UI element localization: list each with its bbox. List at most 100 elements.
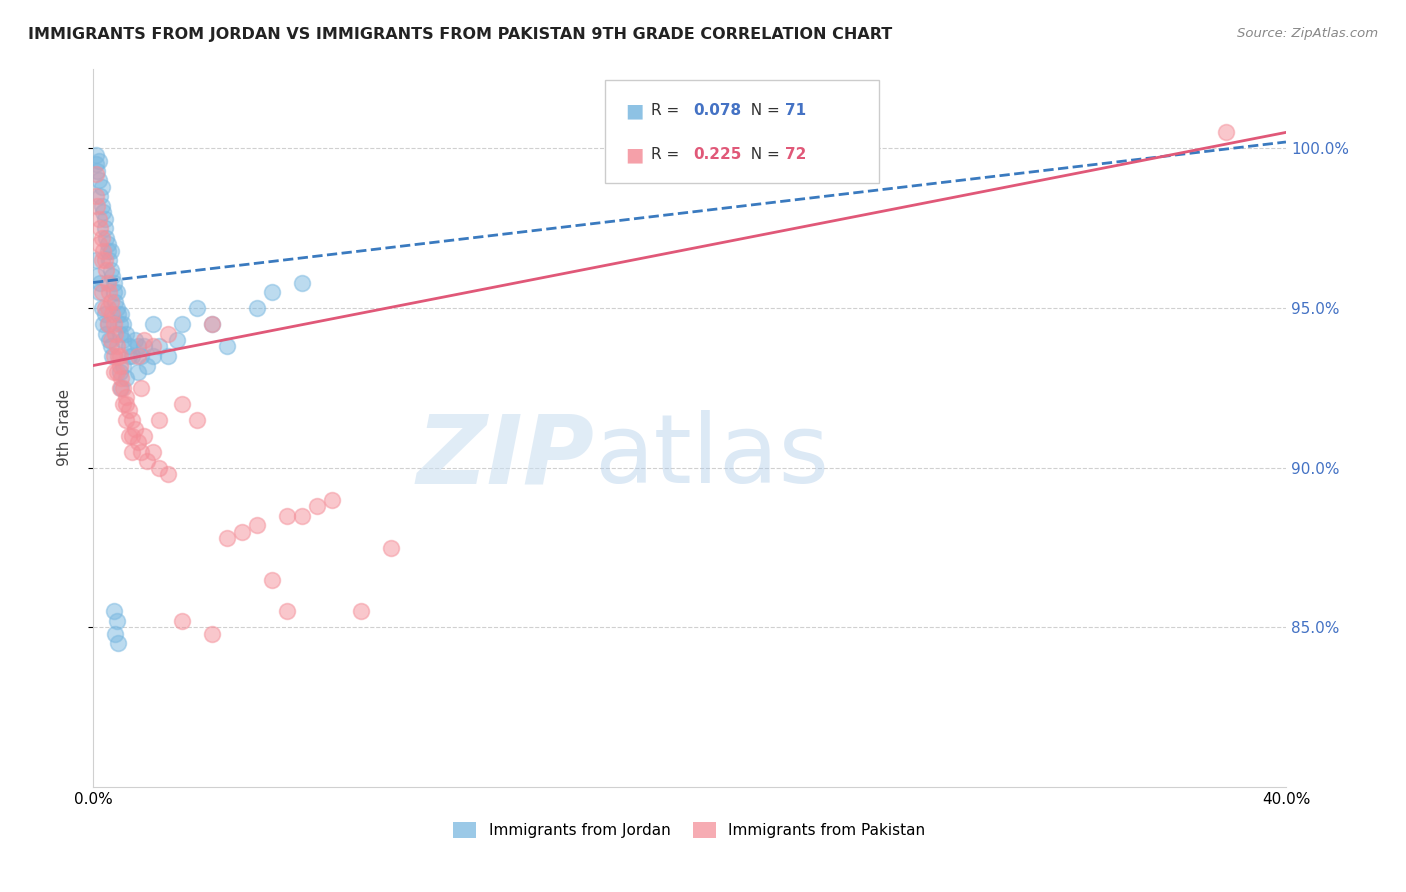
- Y-axis label: 9th Grade: 9th Grade: [58, 389, 72, 467]
- Point: [91, 253, 114, 268]
- Point: [172, 397, 194, 411]
- Point: [87, 211, 110, 226]
- Point: [121, 444, 143, 458]
- Point: [111, 381, 134, 395]
- Point: [172, 317, 194, 331]
- Point: [84, 157, 107, 171]
- Point: [101, 349, 124, 363]
- Point: [98, 333, 121, 347]
- Point: [108, 365, 131, 379]
- Point: [87, 237, 110, 252]
- Point: [108, 326, 131, 341]
- Point: [142, 349, 165, 363]
- Point: [108, 381, 131, 395]
- Point: [110, 381, 132, 395]
- Point: [94, 301, 117, 315]
- Point: [93, 244, 115, 258]
- Point: [91, 199, 114, 213]
- Text: Source: ZipAtlas.com: Source: ZipAtlas.com: [1237, 27, 1378, 40]
- Point: [107, 349, 129, 363]
- Point: [96, 262, 118, 277]
- Point: [103, 605, 125, 619]
- Point: [129, 381, 152, 395]
- Text: R =: R =: [651, 103, 685, 119]
- Point: [121, 349, 143, 363]
- Point: [246, 301, 269, 315]
- Point: [166, 333, 188, 347]
- Point: [127, 339, 149, 353]
- Point: [87, 173, 110, 187]
- Point: [118, 339, 141, 353]
- Point: [105, 285, 128, 299]
- Point: [108, 349, 131, 363]
- Point: [132, 333, 155, 347]
- Point: [105, 614, 128, 628]
- Text: N =: N =: [741, 147, 785, 162]
- Point: [276, 605, 298, 619]
- Point: [124, 422, 146, 436]
- Point: [111, 317, 134, 331]
- Point: [231, 524, 253, 539]
- Point: [118, 403, 141, 417]
- Text: IMMIGRANTS FROM JORDAN VS IMMIGRANTS FROM PAKISTAN 9TH GRADE CORRELATION CHART: IMMIGRANTS FROM JORDAN VS IMMIGRANTS FRO…: [28, 27, 893, 42]
- Point: [107, 308, 129, 322]
- Point: [96, 231, 118, 245]
- Point: [91, 301, 114, 315]
- Point: [350, 605, 373, 619]
- Point: [321, 492, 343, 507]
- Point: [217, 531, 239, 545]
- Point: [172, 614, 194, 628]
- Point: [114, 326, 136, 341]
- Text: atlas: atlas: [595, 410, 830, 503]
- Point: [291, 276, 314, 290]
- Point: [135, 359, 157, 373]
- Point: [87, 285, 110, 299]
- Point: [104, 326, 127, 341]
- Point: [91, 231, 114, 245]
- Point: [108, 317, 131, 331]
- Point: [100, 339, 122, 353]
- Point: [103, 285, 125, 299]
- Point: [107, 636, 129, 650]
- Point: [100, 333, 122, 347]
- Point: [98, 253, 121, 268]
- Point: [100, 244, 122, 258]
- Point: [201, 317, 224, 331]
- Point: [118, 429, 141, 443]
- Point: [103, 365, 125, 379]
- Point: [186, 413, 208, 427]
- Text: ■: ■: [626, 102, 644, 120]
- Point: [201, 317, 224, 331]
- Point: [276, 508, 298, 523]
- Point: [127, 349, 149, 363]
- Point: [217, 339, 239, 353]
- Point: [148, 413, 170, 427]
- Point: [114, 371, 136, 385]
- Point: [108, 359, 131, 373]
- Point: [94, 211, 117, 226]
- Text: 0.225: 0.225: [693, 147, 741, 162]
- Point: [111, 397, 134, 411]
- Point: [91, 179, 114, 194]
- Point: [94, 308, 117, 322]
- Point: [86, 269, 108, 284]
- Point: [132, 339, 155, 353]
- Point: [87, 154, 110, 169]
- Text: ZIP: ZIP: [416, 410, 595, 503]
- Point: [260, 573, 283, 587]
- Point: [84, 253, 107, 268]
- Point: [97, 317, 120, 331]
- Point: [124, 333, 146, 347]
- Point: [97, 317, 120, 331]
- Point: [114, 397, 136, 411]
- Point: [121, 429, 143, 443]
- Point: [100, 262, 122, 277]
- Point: [89, 221, 111, 235]
- Point: [84, 189, 107, 203]
- Point: [129, 444, 152, 458]
- Text: ■: ■: [626, 145, 644, 164]
- Point: [110, 308, 132, 322]
- Point: [156, 349, 179, 363]
- Point: [97, 244, 120, 258]
- Point: [129, 349, 152, 363]
